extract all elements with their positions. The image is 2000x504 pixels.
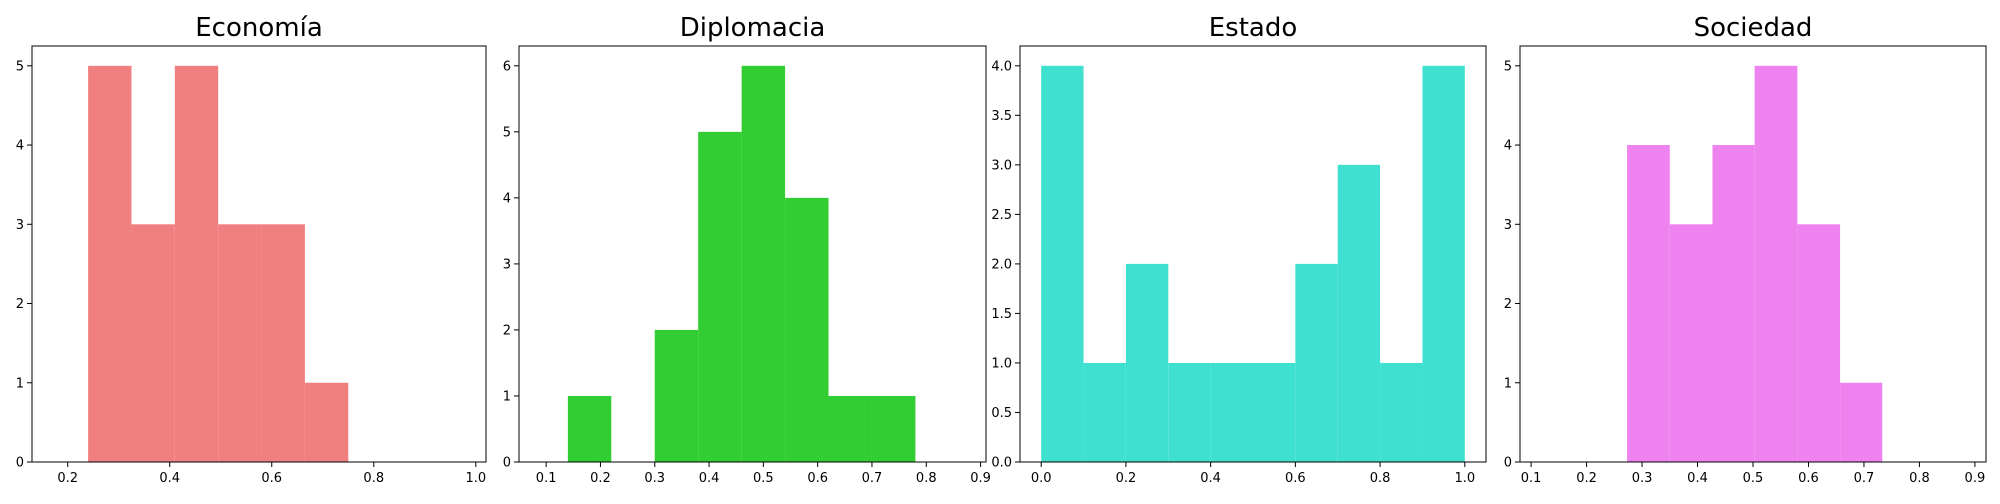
- y-tick-label: 0: [1504, 456, 1512, 471]
- y-tick-label: 3.5: [991, 109, 1012, 124]
- chart-title: Sociedad: [1694, 13, 1813, 43]
- axes-frame: [518, 45, 987, 463]
- x-tick-label: 0.4: [159, 471, 180, 486]
- y-tick-label: 3: [503, 257, 511, 272]
- subplot-1: 0.2 0.4 0.6 0.8 1.0 0 1 2 3 4 5 Economía: [16, 13, 487, 486]
- y-tick-label: 0.0: [991, 456, 1012, 471]
- histogram-bar: [1712, 145, 1755, 463]
- y-tick-label: 1: [1504, 376, 1512, 391]
- y-tick-label: 5: [1504, 59, 1512, 74]
- histogram-bar: [1253, 362, 1296, 462]
- chart-title: Estado: [1209, 13, 1298, 43]
- histogram-bar: [654, 329, 699, 462]
- x-tick-label: 1.0: [1454, 471, 1475, 486]
- x-tick-label: 0.4: [1200, 471, 1221, 486]
- x-tick-label: 0.5: [1743, 471, 1764, 486]
- histogram-bar: [174, 65, 219, 463]
- y-tick-label: 5: [503, 125, 511, 140]
- y-tick-label: 5: [16, 59, 24, 74]
- x-tick-label: 0.4: [699, 471, 720, 486]
- histogram-bar: [741, 65, 786, 463]
- histogram-bar: [88, 65, 132, 463]
- y-tick-label: 0: [503, 456, 511, 471]
- x-tick-label: 0.2: [590, 471, 611, 486]
- x-tick-label: 0.2: [1576, 471, 1597, 486]
- histogram-bar: [1669, 224, 1713, 462]
- y-tick-label: 2: [503, 323, 511, 338]
- y-tick-label: 1: [503, 389, 511, 404]
- chart-title: Diplomacia: [680, 13, 826, 43]
- y-tick-label: 4: [16, 139, 24, 154]
- histogram-bar: [261, 224, 305, 462]
- histogram-bar: [1041, 65, 1084, 463]
- y-tick-label: 2.5: [991, 208, 1012, 223]
- y-tick-label: 3.0: [991, 158, 1012, 173]
- x-tick-label: 1.0: [465, 471, 486, 486]
- histogram-bar: [785, 197, 829, 462]
- y-tick-label: 4: [503, 191, 511, 206]
- x-tick-label: 0.2: [1116, 471, 1137, 486]
- y-tick-label: 1.0: [991, 356, 1012, 371]
- x-tick-label: 0.1: [1521, 471, 1542, 486]
- x-tick-label: 0.8: [916, 471, 937, 486]
- histogram-bar: [1797, 224, 1841, 462]
- histogram-bar: [131, 224, 175, 462]
- histogram-bar: [1168, 362, 1211, 462]
- x-tick-label: 0.5: [753, 471, 774, 486]
- y-tick-label: 3: [1504, 218, 1512, 233]
- chart-title: Economía: [195, 13, 323, 43]
- histogram-bar: [1380, 362, 1423, 462]
- subplot-2: 0.1 0.2 0.3 0.4 0.5 0.6 0.7 0.8 0.9 0 1 2 3 4 5 6 Diplom…: [503, 13, 991, 486]
- histogram-bar: [698, 131, 742, 463]
- x-tick-label: 0.9: [970, 471, 991, 486]
- axes-frame: [31, 45, 487, 463]
- y-tick-label: 1: [16, 376, 24, 391]
- x-tick-label: 0.3: [1632, 471, 1653, 486]
- y-tick-label: 2: [1504, 297, 1512, 312]
- y-tick-label: 2.0: [991, 257, 1012, 272]
- histogram-bar: [304, 382, 349, 462]
- histogram-bar: [567, 395, 612, 462]
- x-tick-label: 0.6: [807, 471, 828, 486]
- x-tick-label: 0.6: [1798, 471, 1819, 486]
- subplot-4: 0.1 0.2 0.3 0.4 0.5 0.6 0.7 0.8 0.9 0 1 2 3 4 5 Socieda…: [1504, 13, 1987, 486]
- y-tick-label: 3: [16, 218, 24, 233]
- y-tick-label: 0.5: [991, 406, 1012, 421]
- x-tick-label: 0.6: [261, 471, 282, 486]
- y-tick-label: 2: [16, 297, 24, 312]
- x-tick-label: 0.9: [1965, 471, 1986, 486]
- y-tick-label: 0: [16, 456, 24, 471]
- histogram-bar: [218, 224, 262, 462]
- x-tick-label: 0.0: [1031, 471, 1052, 486]
- x-tick-label: 0.2: [57, 471, 78, 486]
- histogram-bar: [1754, 65, 1798, 463]
- x-tick-label: 0.7: [862, 471, 883, 486]
- x-tick-label: 0.8: [363, 471, 384, 486]
- histogram-bar: [1125, 263, 1169, 462]
- x-tick-label: 0.3: [644, 471, 665, 486]
- y-tick-label: 6: [503, 59, 511, 74]
- x-tick-label: 0.7: [1854, 471, 1875, 486]
- histogram-bar: [1840, 382, 1883, 462]
- axes-frame: [1019, 45, 1487, 463]
- x-tick-label: 0.8: [1370, 471, 1391, 486]
- y-tick-label: 1.5: [991, 307, 1012, 322]
- x-tick-label: 0.4: [1687, 471, 1708, 486]
- histogram-bar: [828, 395, 872, 462]
- histogram-bar: [1337, 164, 1381, 462]
- x-tick-label: 0.8: [1909, 471, 1930, 486]
- y-tick-label: 4: [1504, 139, 1512, 154]
- histogram-bar: [1295, 263, 1338, 462]
- x-tick-label: 0.1: [536, 471, 557, 486]
- histogram-bar: [1210, 362, 1253, 462]
- x-tick-label: 0.6: [1285, 471, 1306, 486]
- subplot-3: 0.0 0.2 0.4 0.6 0.8 1.0 0.0 0.5 1.0 1.5 2.0 2.5 3.0 3…: [991, 13, 1487, 486]
- histogram-bar: [1083, 362, 1126, 462]
- histogram-bar: [1422, 65, 1465, 463]
- histogram-bar: [871, 395, 916, 462]
- histogram-bar: [1627, 145, 1670, 463]
- y-tick-label: 4.0: [991, 59, 1012, 74]
